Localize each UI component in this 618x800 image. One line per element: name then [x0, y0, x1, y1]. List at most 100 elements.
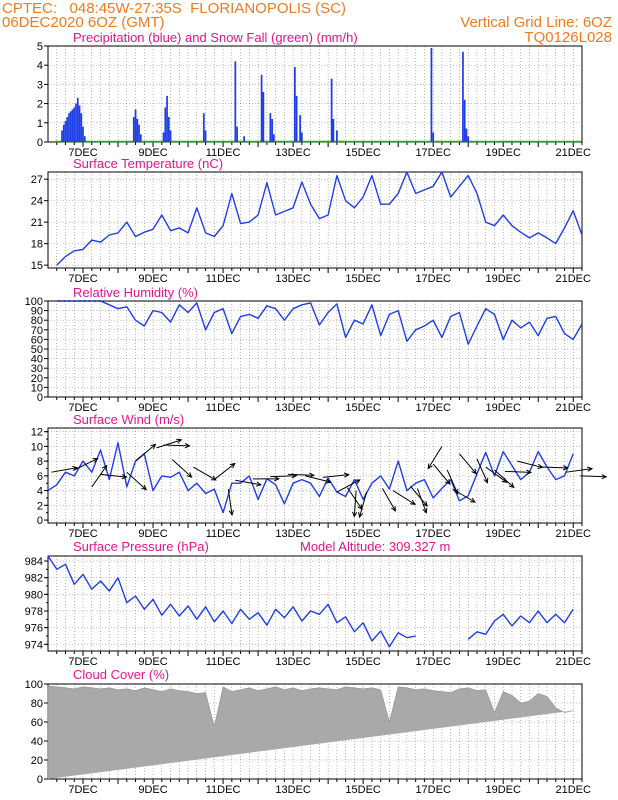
precip-bar	[204, 130, 207, 142]
precip-bar	[202, 113, 205, 142]
wind-arrow-head	[508, 482, 515, 489]
location-header: CPTEC: 048:45W-27:35S FLORIANOPOLIS (SC)	[2, 0, 347, 17]
pressure-title: Surface Pressure (hPa)	[73, 539, 209, 554]
precip-bar	[80, 113, 83, 142]
precip-xtick-label: 13DEC	[275, 147, 311, 159]
wind-arrow	[51, 467, 78, 473]
wind-arrow	[74, 458, 98, 471]
precip-bar	[293, 67, 296, 142]
wind-arrow	[416, 488, 427, 513]
wind-series-line	[47, 442, 574, 514]
pressure-xtick-label: 11DEC	[206, 656, 241, 668]
cloud-ytick-label: 100	[25, 679, 43, 691]
humidity-xtick-label: 11DEC	[206, 402, 241, 414]
pressure-xtick-label: 17DEC	[415, 656, 451, 668]
humidity-ytick-label: 90	[31, 306, 43, 318]
temperature-ytick-label: 27	[31, 174, 43, 186]
cloud-xtick-label: 15DEC	[345, 784, 381, 796]
temperature-xtick-label: 9DEC	[138, 273, 167, 285]
precip-bar	[272, 134, 275, 142]
humidity-xtick-label: 21DEC	[556, 402, 592, 414]
humidity-xtick-label: 13DEC	[275, 402, 311, 414]
temperature-xtick-label: 11DEC	[206, 273, 241, 285]
run-date-header: 06DEC2020 6OZ (GMT)	[2, 14, 165, 31]
cloud-xtick-label: 11DEC	[206, 784, 241, 796]
wind-arrow	[476, 458, 488, 483]
humidity-ytick-label: 40	[31, 354, 43, 366]
wind-xtick-label: 7DEC	[68, 528, 97, 540]
precip-bar	[75, 103, 77, 142]
wind-arrow-head	[562, 465, 569, 471]
wind-arrow	[305, 475, 331, 483]
pressure-ytick-label: 980	[25, 589, 43, 601]
wind-arrow-head	[229, 462, 236, 469]
precip-bar	[336, 130, 338, 142]
wind-arrow-head	[92, 458, 99, 463]
pressure-xtick-label: 15DEC	[345, 656, 381, 668]
temperature-ytick-label: 24	[31, 196, 43, 208]
temperature-xtick-label: 17DEC	[415, 273, 451, 285]
pressure-ytick-label: 984	[25, 556, 43, 568]
temperature-xtick-label: 13DEC	[275, 273, 311, 285]
wind-arrow	[100, 473, 127, 478]
precip-ytick-label: 5	[37, 41, 43, 53]
wind-arrow-head	[150, 443, 157, 450]
precip-bar	[164, 107, 167, 142]
humidity-ytick-label: 60	[31, 334, 43, 346]
pressure-ytick-label: 982	[25, 573, 43, 585]
precip-bar	[83, 136, 86, 142]
wind-arrow	[193, 466, 217, 481]
wind-arrow	[504, 470, 531, 473]
precip-bar	[78, 105, 81, 142]
precip-bar	[64, 120, 67, 142]
wind-xtick-label: 9DEC	[138, 528, 167, 540]
wind-arrow	[91, 465, 108, 488]
humidity-ytick-label: 10	[31, 382, 43, 394]
humidity-xtick-label: 7DEC	[68, 402, 97, 414]
wind-arrow-head	[141, 484, 147, 491]
precip-bar	[132, 117, 135, 142]
precip-frame	[47, 45, 583, 143]
precip-bar	[467, 136, 470, 142]
wind-arrow	[566, 468, 593, 473]
precip-bar	[269, 113, 272, 142]
pressure-xtick-label: 19DEC	[485, 656, 521, 668]
temperature-title: Surface Temperature (nC)	[73, 156, 223, 171]
precip-bar	[66, 117, 69, 142]
wind-ytick-label: 0	[37, 515, 43, 527]
wind-arrow-head	[358, 512, 364, 519]
wind-arrow-head	[453, 488, 459, 495]
precip-bar	[76, 97, 79, 142]
wind-arrow	[346, 487, 363, 510]
precip-bar	[138, 124, 140, 142]
wind-arrow	[235, 479, 262, 486]
precip-bar	[300, 132, 303, 142]
wind-arrow-head	[391, 505, 396, 512]
precip-xtick-label: 11DEC	[206, 147, 241, 159]
wind-arrow	[432, 463, 451, 485]
precip-ytick-label: 0	[37, 137, 43, 149]
precip-ytick-label: 2	[37, 99, 43, 111]
wind-arrow	[494, 469, 515, 488]
humidity-ytick-label: 20	[31, 373, 43, 385]
wind-arrow-head	[186, 472, 193, 478]
wind-xtick-label: 11DEC	[206, 528, 241, 540]
wind-frame	[47, 427, 583, 524]
wind-arrow-head	[409, 499, 416, 506]
wind-ytick-label: 4	[37, 486, 43, 498]
wind-ytick-label: 8	[37, 456, 43, 468]
precip-bar	[82, 126, 84, 142]
pressure-xtick-label: 21DEC	[556, 656, 592, 668]
humidity-ytick-label: 50	[31, 344, 43, 356]
wind-arrow	[517, 460, 543, 468]
wind-ytick-label: 2	[37, 500, 43, 512]
wind-arrow-head	[352, 511, 358, 518]
precip-bar	[243, 136, 245, 142]
pressure-series-line	[47, 555, 574, 648]
wind-arrow	[171, 459, 192, 478]
wind-arrow	[126, 471, 147, 490]
wind-arrow-head	[526, 469, 533, 475]
wind-arrow	[322, 474, 349, 478]
temperature-ytick-label: 15	[31, 260, 43, 272]
humidity-xtick-label: 19DEC	[485, 402, 521, 414]
